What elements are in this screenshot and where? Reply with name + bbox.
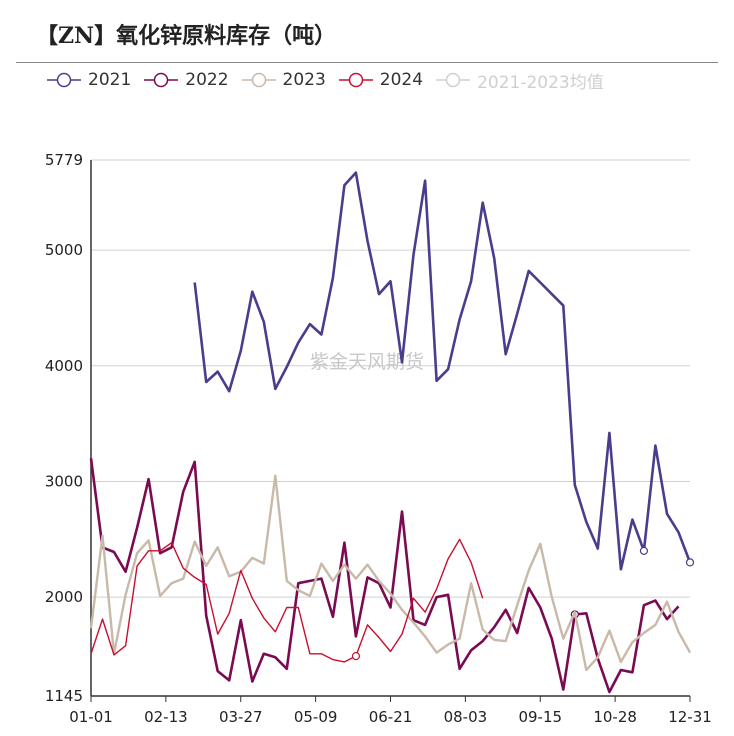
y-tick-label-5000: 5000 — [45, 241, 83, 259]
y-tick-label-1145: 1145 — [45, 687, 83, 705]
x-tick-label-08-03: 08-03 — [444, 708, 488, 726]
point-marker-2021 — [639, 546, 649, 555]
legend-label: 2021 — [88, 70, 132, 90]
legend-swatch-icon — [436, 72, 471, 88]
legend-swatch-icon — [338, 72, 373, 88]
y-tick-label-5779: 5779 — [45, 151, 83, 169]
legend-swatch-circle — [445, 72, 461, 88]
series-line-2023 — [89, 474, 692, 672]
x-tick-label-10-28: 10-28 — [593, 708, 637, 726]
legend: 2021 2022 2023 2024 2021-2023均值 — [46, 68, 616, 93]
y-tick-label-2000: 2000 — [45, 588, 83, 606]
legend-label: 2022 — [185, 70, 229, 90]
legend-label: 2024 — [379, 70, 424, 90]
x-tick-label-03-27: 03-27 — [219, 708, 263, 726]
x-tick-label-09-15: 09-15 — [518, 708, 562, 726]
legend-swatch-icon — [241, 72, 276, 88]
series-line-2021 — [193, 171, 692, 571]
legend-label: 2021-2023均值 — [477, 72, 604, 93]
point-marker-2021 — [685, 558, 695, 567]
watermark-text: 紫金天风期货 — [310, 351, 424, 373]
title-divider — [16, 62, 718, 63]
legend-swatch-icon — [47, 72, 81, 88]
x-tick-label-01-01: 01-01 — [69, 708, 113, 726]
series-line-2024 — [90, 538, 484, 663]
legend-swatch-circle — [154, 72, 169, 88]
y-tick-label-3000: 3000 — [45, 472, 83, 490]
x-tick-label-05-09: 05-09 — [294, 708, 338, 726]
legend-item-2021[interactable]: 2021 — [46, 70, 131, 90]
series-line-2022 — [89, 458, 680, 694]
legend-label: 2023 — [282, 70, 326, 90]
legend-swatch-circle — [348, 72, 364, 88]
legend-item-2024[interactable]: 2024 — [338, 70, 423, 90]
legend-swatch-circle — [56, 72, 72, 88]
legend-item-2022[interactable]: 2022 — [143, 70, 229, 90]
y-tick-label-4000: 4000 — [45, 357, 83, 375]
x-tick-label-12-31: 12-31 — [668, 708, 712, 726]
legend-item-2021-2023均值[interactable]: 2021-2023均值 — [435, 68, 604, 93]
legend-swatch-icon — [144, 72, 179, 88]
chart-title: 【ZN】氧化锌原料库存（吨） — [36, 23, 337, 49]
x-tick-label-02-13: 02-13 — [144, 708, 188, 726]
legend-item-2023[interactable]: 2023 — [241, 70, 326, 90]
legend-swatch-circle — [251, 72, 266, 88]
x-tick-label-06-21: 06-21 — [369, 708, 413, 726]
point-marker-2024 — [351, 651, 361, 661]
